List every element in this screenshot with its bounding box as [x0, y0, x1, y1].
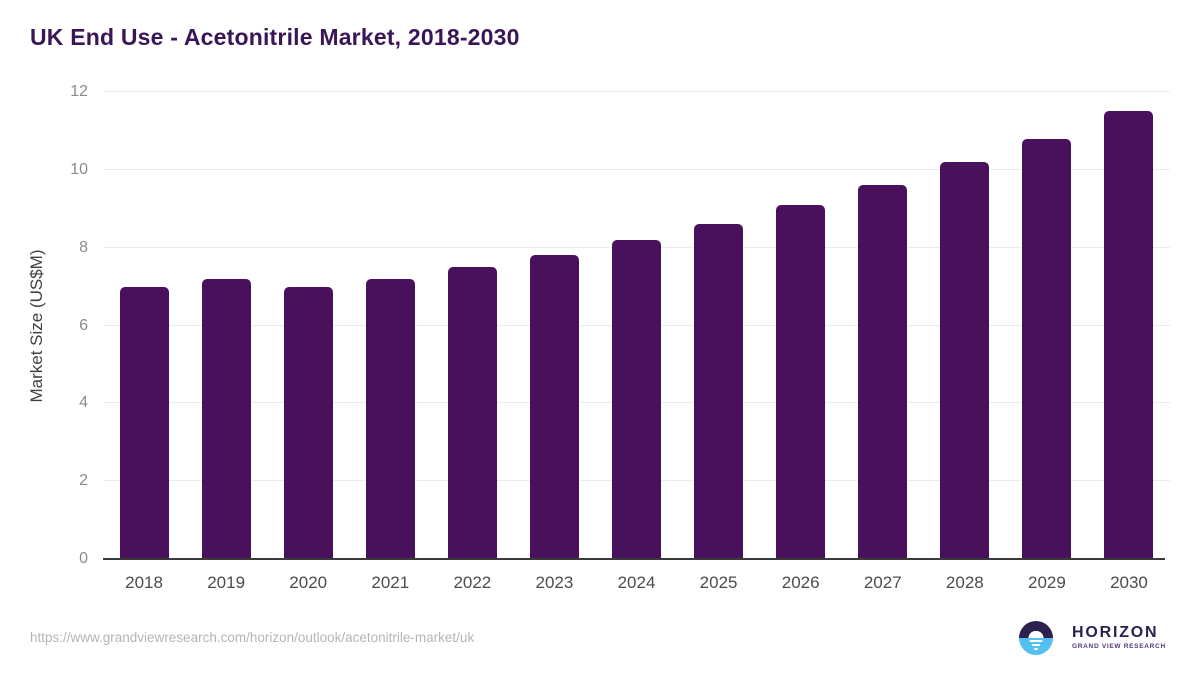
- x-tick-label-2029: 2029: [1027, 573, 1066, 592]
- bar-slot-2025: [678, 92, 760, 559]
- chart-title: UK End Use - Acetonitrile Market, 2018-2…: [30, 24, 520, 50]
- sun-icon: [1028, 630, 1044, 638]
- bar-slot-2024: [595, 92, 677, 559]
- reflection-line-icon: [1029, 640, 1043, 642]
- bar-2025[interactable]: [694, 224, 744, 559]
- bar-chart: Market Size (US$M) 0 2 4 6 8 10 12 2018 2019 202…: [27, 83, 1170, 592]
- x-tick-label-2026: 2026: [781, 573, 820, 592]
- x-tick-label-2021: 2021: [371, 573, 410, 592]
- y-tick-label-12: 12: [70, 83, 88, 100]
- bar-2030[interactable]: [1104, 111, 1154, 559]
- bar-slot-2029: [1006, 92, 1088, 559]
- x-tick-label-2027: 2027: [863, 573, 902, 592]
- x-tick-label-2028: 2028: [945, 573, 984, 592]
- source-url: https://www.grandviewresearch.com/horizo…: [30, 630, 475, 645]
- gridline-12: [103, 91, 1170, 92]
- y-tick-label-0: 0: [79, 550, 88, 567]
- x-tick-label-2020: 2020: [289, 573, 328, 592]
- bar-slot-2026: [760, 92, 842, 559]
- bar-slot-2030: [1088, 92, 1170, 559]
- reflection-line-icon: [1034, 648, 1038, 650]
- bar-2023[interactable]: [529, 255, 579, 559]
- bar-2026[interactable]: [776, 204, 826, 559]
- horizon-logo: HORIZON GRAND VIEW RESEARCH: [1019, 621, 1166, 655]
- bar-2020[interactable]: [283, 286, 333, 559]
- y-tick-label-10: 10: [70, 160, 88, 178]
- y-tick-label-6: 6: [79, 316, 88, 334]
- bar-2024[interactable]: [612, 239, 661, 559]
- x-axis-labels: 2018 2019 2020 2021 2022 2023 2024 2025 2026 2027…: [103, 573, 1170, 593]
- y-tick-label-2: 2: [79, 472, 88, 490]
- horizon-logo-icon: [1019, 621, 1053, 655]
- bar-slot-2020: [267, 92, 349, 559]
- logo-text: HORIZON GRAND VIEW RESEARCH: [1072, 625, 1166, 651]
- bar-slot-2023: [513, 92, 595, 559]
- x-tick-label-2025: 2025: [699, 573, 738, 592]
- bars-area: [103, 92, 1170, 559]
- bar-2021[interactable]: [365, 278, 415, 559]
- bar-slot-2027: [842, 92, 924, 559]
- bar-2028[interactable]: [940, 162, 990, 559]
- x-tick-label-2019: 2019: [207, 573, 246, 592]
- reflection-line-icon: [1032, 644, 1040, 646]
- x-tick-label-2023: 2023: [535, 573, 574, 592]
- x-tick-label-2024: 2024: [617, 573, 656, 592]
- gridline-10: [103, 168, 1170, 170]
- bar-slot-2018: [103, 92, 185, 559]
- bar-2022[interactable]: [447, 267, 497, 559]
- bar-2027[interactable]: [858, 185, 908, 559]
- bar-slot-2028: [924, 92, 1006, 559]
- x-tick-label-2022: 2022: [453, 573, 492, 592]
- bar-2018[interactable]: [119, 286, 169, 559]
- bar-slot-2021: [349, 92, 431, 559]
- bar-2029[interactable]: [1022, 138, 1072, 559]
- y-tick-label-4: 4: [79, 394, 88, 412]
- logo-brand-name: HORIZON: [1072, 624, 1159, 642]
- logo-brand-subtitle: GRAND VIEW RESEARCH: [1072, 643, 1166, 651]
- bar-slot-2019: [185, 92, 267, 559]
- x-tick-label-2030: 2030: [1110, 573, 1148, 592]
- y-tick-label-8: 8: [79, 238, 88, 256]
- x-tick-label-2018: 2018: [125, 573, 163, 592]
- bar-slot-2022: [431, 92, 513, 559]
- bar-2019[interactable]: [201, 278, 251, 559]
- x-axis-line: [103, 558, 1165, 560]
